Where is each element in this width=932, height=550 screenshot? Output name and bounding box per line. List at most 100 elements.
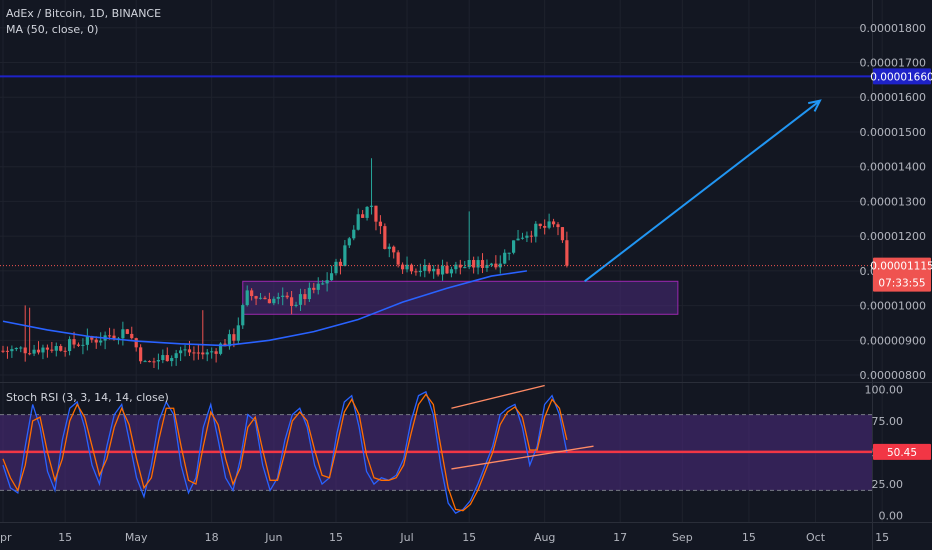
candle-body xyxy=(520,237,525,239)
candle-body xyxy=(32,349,36,354)
candle-body xyxy=(352,229,356,239)
candle-body xyxy=(139,347,143,362)
candle-body xyxy=(258,297,263,299)
price-tick-label: 0.00001800 xyxy=(860,22,926,35)
stoch-title[interactable]: Stoch RSI (3, 3, 14, 14, close) xyxy=(6,391,169,404)
time-tick-label: Sep xyxy=(672,531,693,544)
candle-body xyxy=(369,205,374,207)
candle-body xyxy=(440,265,445,275)
candle-body xyxy=(76,344,81,346)
price-tick-label: 0.00001600 xyxy=(860,91,926,104)
divergence-upper-line xyxy=(451,384,545,409)
candle-body xyxy=(361,214,365,218)
candle-body xyxy=(250,290,254,297)
time-tick-label: 15 xyxy=(742,531,756,544)
candle-body xyxy=(472,259,476,268)
candle-body xyxy=(165,355,169,362)
candle-body xyxy=(54,346,58,351)
ma-line xyxy=(2,270,528,347)
price-tick-label: 0.00001000 xyxy=(860,300,926,313)
time-tick-label: 15 xyxy=(875,531,889,544)
candle-body xyxy=(414,271,418,273)
candle-body xyxy=(241,305,245,326)
rsi-tick-label: 100.00 xyxy=(865,383,904,396)
candle-body xyxy=(179,350,183,354)
candle-body xyxy=(432,268,436,272)
candle-body xyxy=(463,267,467,269)
candle-body xyxy=(538,223,542,227)
divergence-lower-line xyxy=(451,445,594,470)
candle-body xyxy=(356,214,360,230)
time-tick-label: Jul xyxy=(399,531,413,544)
candle-body xyxy=(534,223,538,237)
ma-legend[interactable]: MA (50, close, 0) xyxy=(6,23,99,36)
candle-body xyxy=(14,347,18,350)
time-tick-label: 15 xyxy=(329,531,343,544)
candle-body xyxy=(560,227,565,241)
candle-body xyxy=(378,221,382,227)
time-tick-label: Oct xyxy=(806,531,826,544)
rsi-level-label: 50.45 xyxy=(887,447,917,459)
current-price-badge-bg xyxy=(873,257,931,292)
symbol-title[interactable]: AdEx / Bitcoin, 1D, BINANCE xyxy=(6,7,162,20)
candle-body xyxy=(338,261,343,266)
candle-body xyxy=(480,260,485,268)
price-tick-label: 0.00001500 xyxy=(860,126,926,139)
candle-body xyxy=(218,343,223,354)
candle-body xyxy=(174,353,178,359)
candle-body xyxy=(183,349,187,351)
price-tick-label: 0.00000800 xyxy=(860,369,926,382)
resistance-price-label: 0.00001660 xyxy=(870,71,932,83)
candle-body xyxy=(59,346,63,351)
candle-body xyxy=(445,265,449,274)
candle-body xyxy=(50,349,54,351)
chart-legend: AdEx / Bitcoin, 1D, BINANCE MA (50, clos… xyxy=(6,6,161,38)
candle-body xyxy=(130,333,134,339)
candle-body xyxy=(303,294,307,300)
candle-body xyxy=(396,252,400,265)
candle-body xyxy=(556,224,560,228)
price-axis: 0.00001800 0.00001700 0.00001600 0.00001500… xyxy=(860,0,926,550)
candle-body xyxy=(19,347,23,349)
candle-body xyxy=(418,270,422,273)
arrow-head-icon xyxy=(808,99,822,112)
candle-body xyxy=(267,299,271,304)
candle-body xyxy=(192,352,196,354)
candle-body xyxy=(512,240,516,253)
candle-body xyxy=(485,264,489,268)
candle-body xyxy=(525,235,529,238)
candle-body xyxy=(316,283,320,290)
candle-body xyxy=(503,252,507,264)
candle-body xyxy=(401,264,405,270)
candle-body xyxy=(307,287,311,300)
projection-arrow xyxy=(584,99,821,283)
candle-body xyxy=(112,335,116,339)
candle-body xyxy=(281,295,285,297)
price-tick-label: 0.00001700 xyxy=(860,57,926,70)
candle-body xyxy=(383,226,387,249)
time-tick-label: Aug xyxy=(534,531,555,544)
candle-body xyxy=(143,361,147,363)
candle-body xyxy=(329,273,334,281)
candle-body xyxy=(170,358,174,362)
price-tick-label: 0.00001200 xyxy=(860,230,926,243)
time-tick-label: 17 xyxy=(613,531,627,544)
rsi-level-label-bg xyxy=(873,443,931,460)
candle-body xyxy=(210,351,214,353)
candle-body xyxy=(489,263,493,265)
candle-body xyxy=(263,297,267,300)
candle-body xyxy=(147,361,152,363)
candle-body xyxy=(68,339,72,352)
candle-body xyxy=(214,351,218,354)
countdown-label: 07:33:55 xyxy=(878,278,925,290)
candle-body xyxy=(201,352,205,355)
candle-body xyxy=(276,296,280,299)
candle-body xyxy=(405,264,409,270)
candle-body xyxy=(134,338,138,348)
candle-body xyxy=(285,295,289,298)
candle-body xyxy=(498,263,502,268)
rsi-tick-label: 0.00 xyxy=(879,510,904,523)
candle-body xyxy=(187,349,192,353)
candle-body xyxy=(63,350,67,352)
